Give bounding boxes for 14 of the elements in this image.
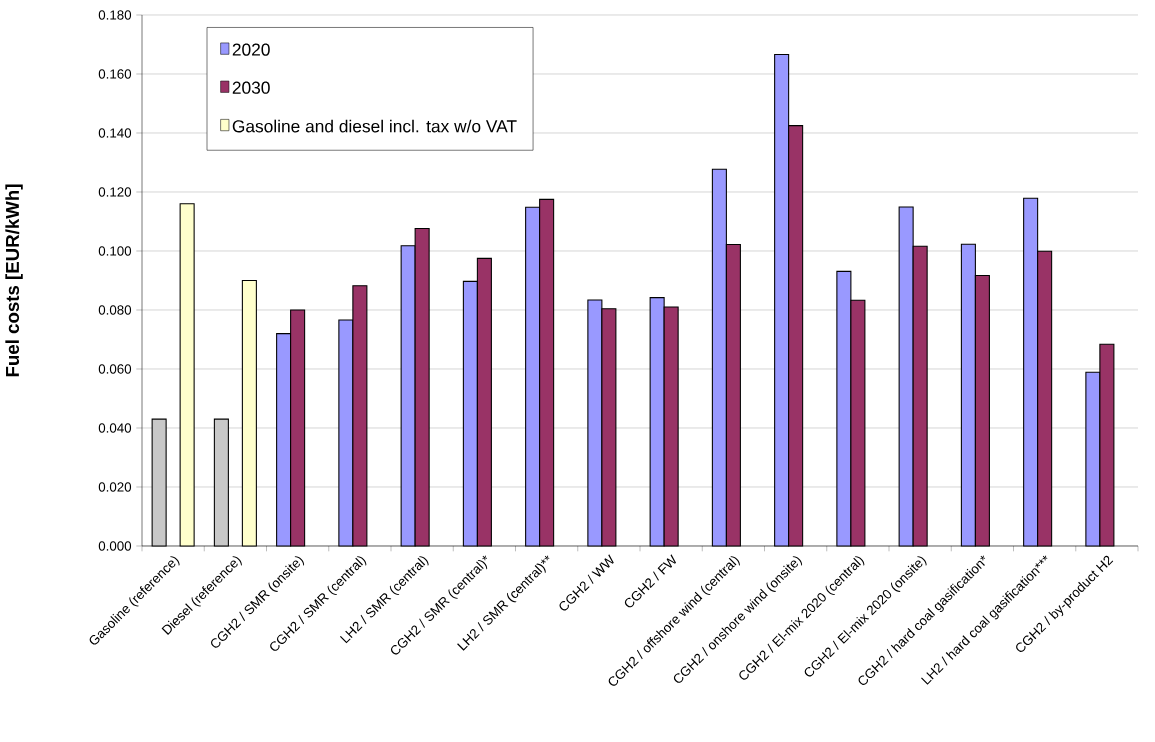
y-tick-label: 0.160 <box>98 69 132 79</box>
legend-label: 2030 <box>232 81 270 94</box>
y-tick-label: 0.060 <box>98 364 132 374</box>
y-tick-label: 0.100 <box>98 246 132 256</box>
y-tick-label: 0.140 <box>98 128 132 138</box>
y-tick-label: 0.120 <box>98 187 132 197</box>
legend-label: Gasoline and diesel incl. tax w/o VAT <box>232 119 517 133</box>
y-tick-label: 0.020 <box>98 482 132 492</box>
y-axis-title: Fuel costs [EUR/kWh] <box>5 184 23 377</box>
y-tick-label: 0.080 <box>98 305 132 315</box>
y-tick-label: 0.000 <box>98 541 132 551</box>
legend-label: 2020 <box>232 43 270 56</box>
y-tick-label: 0.040 <box>98 423 132 433</box>
y-tick-label: 0.180 <box>98 10 132 20</box>
